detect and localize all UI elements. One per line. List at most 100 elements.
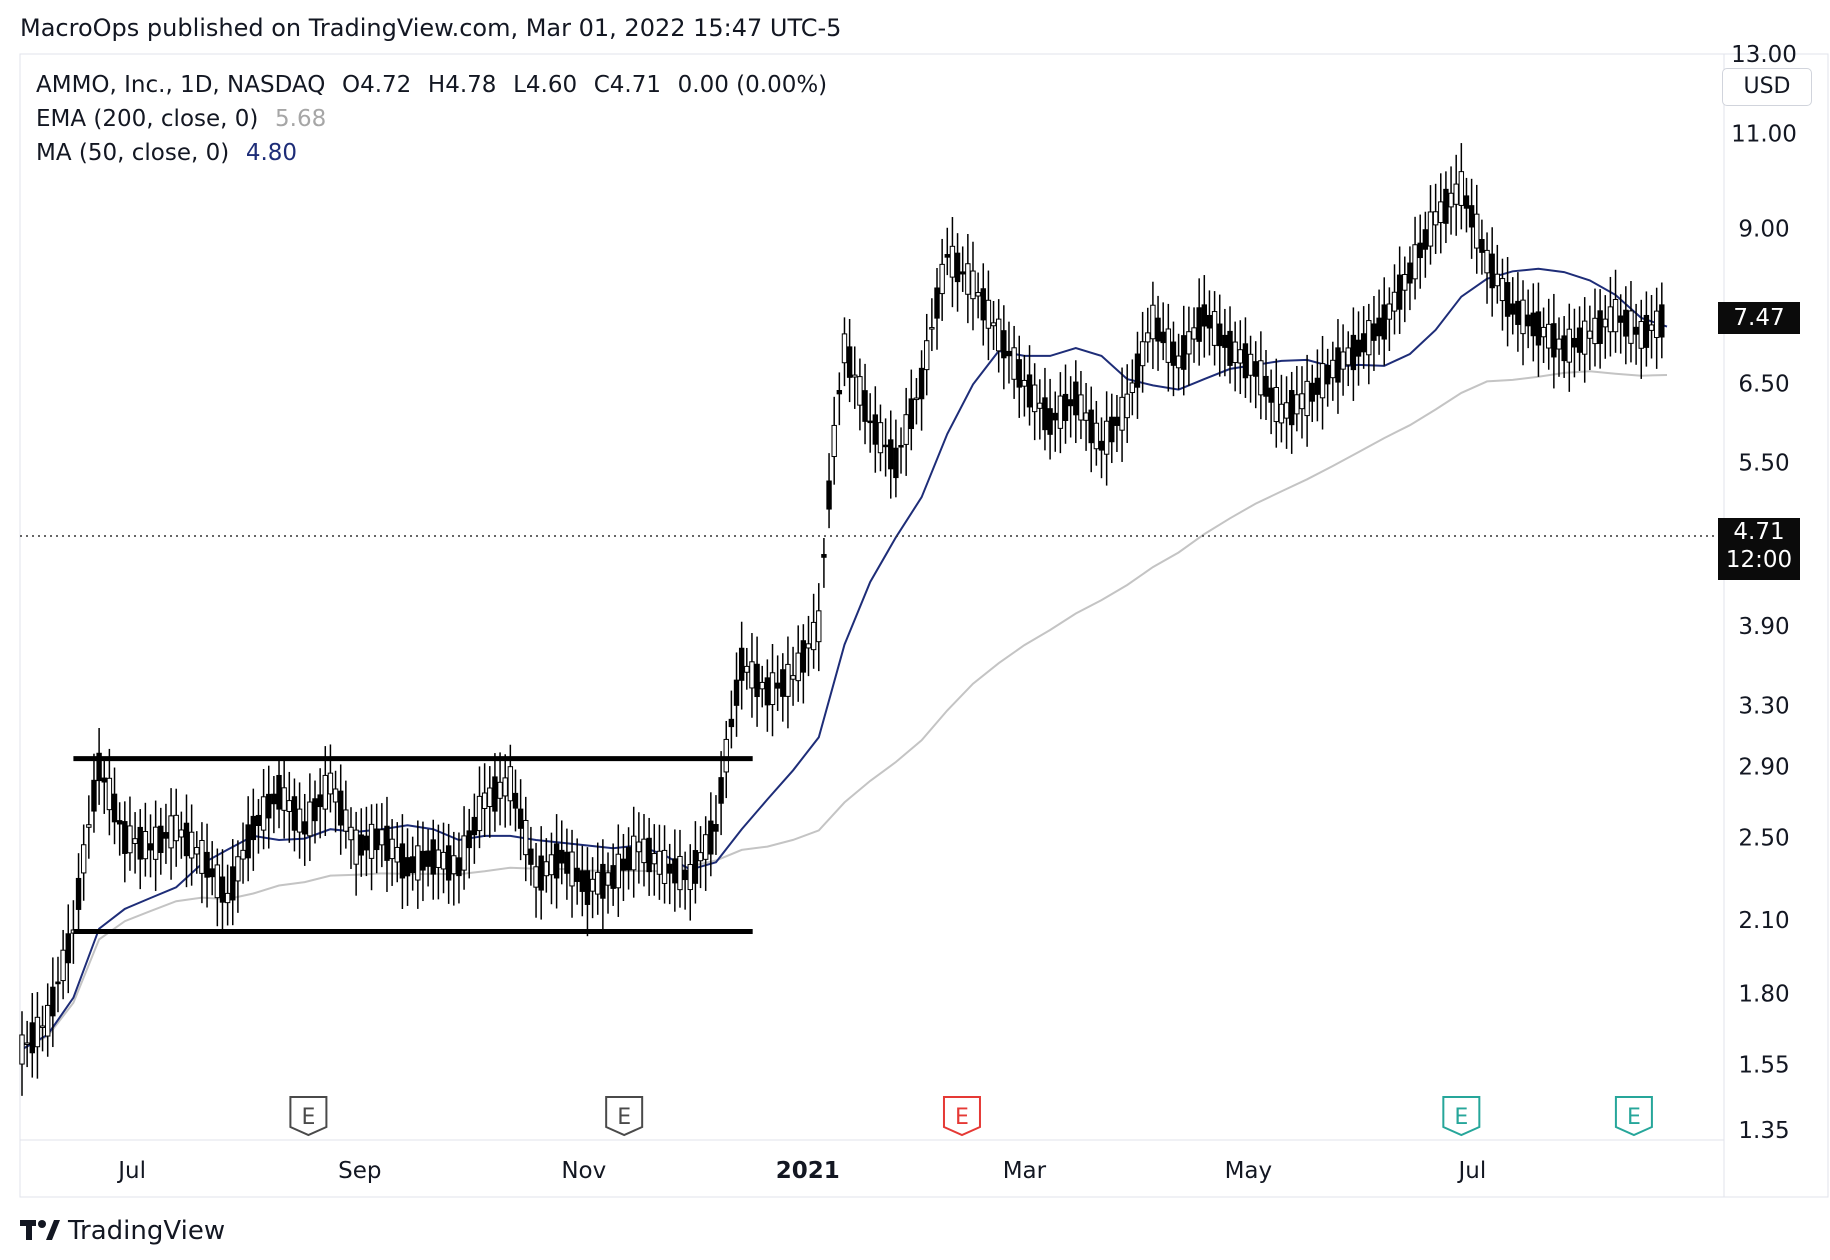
candle-body [1540,326,1547,338]
candle-body [317,794,323,808]
candle-body [1576,327,1583,353]
candle-body [584,870,591,905]
candle-body [415,845,421,881]
plot-area[interactable] [19,143,1722,1096]
earnings-marker-icon[interactable]: E [1614,1096,1653,1137]
candle-body [224,892,231,904]
candle-body [754,663,760,698]
candle-body [872,414,879,445]
earnings-badge-shape [289,1096,328,1137]
candle-body [553,843,560,879]
candle-body [1530,312,1537,337]
earnings-marker-icon[interactable]: E [1442,1096,1481,1137]
candle-body [281,787,287,811]
candle-body [1407,262,1413,284]
candle-body [1103,420,1110,455]
candle-body [1617,315,1624,323]
candle-body [780,669,786,697]
legend-close: C4.71 [593,72,661,98]
candle-body [1474,213,1480,249]
candle-body [461,835,467,871]
candle-body [399,843,406,879]
candle-body [687,864,693,891]
candle-body [749,661,755,689]
legend-symbol-row: AMMO, Inc., 1D, NASDAQ O4.72 H4.78 L4.60… [36,72,829,98]
ema200-line [21,370,1668,1051]
candle-body [291,796,298,831]
candle-body [1463,195,1470,209]
tradingview-logo-icon [20,1220,60,1240]
earnings-marker-icon[interactable]: E [289,1096,328,1137]
candle-body [1468,205,1475,228]
candle-body [245,824,251,859]
candle-body [235,856,241,882]
candle-body [302,821,308,835]
earnings-marker-icon[interactable]: E [942,1096,981,1137]
price-axis[interactable]: 13.00 11.00 9.00 6.50 5.50 3.90 3.30 2.90 2.50 2.… [1731,42,1797,1144]
candle-body [1355,339,1362,357]
candle-body [471,816,478,836]
candle-body [1031,384,1038,413]
candle-body [194,847,200,855]
candle-body [605,872,611,886]
earnings-badge-shape [605,1096,644,1137]
candle-body [980,288,986,321]
candle-body [296,808,303,833]
candle-body [1360,333,1367,353]
candle-body [1042,397,1048,431]
candle-body [1556,338,1562,350]
candle-body [75,877,82,910]
candle-body [1247,353,1254,376]
earnings-marker-icon[interactable]: E [605,1096,644,1137]
candle-body [1638,321,1644,349]
candle-body [106,777,113,811]
earnings-badge-label: E [1627,1105,1641,1130]
price-tick-label: 9.00 [1738,217,1789,243]
candle-body [199,839,205,874]
candle-body [1520,299,1526,335]
candle-body [219,876,226,903]
candle-body [1186,331,1192,355]
currency-button[interactable]: USD [1722,68,1812,106]
candle-body [127,825,133,854]
candle-body [1612,298,1619,333]
candle-body [1345,347,1351,366]
candle-body [1561,335,1567,362]
time-axis[interactable]: Jul Sep Nov 2021 Mar May Jul [116,1158,1486,1184]
ma50-line [21,267,1668,1051]
legend-change: 0.00 (0.00%) [677,72,828,98]
candle-body [183,822,190,857]
candle-body [80,844,87,874]
publish-info: MacroOps published on TradingView.com, M… [20,14,842,42]
candle-body [579,870,586,892]
candle-body [1222,334,1228,348]
candle-body [394,846,400,863]
candle-body [1659,304,1665,338]
candle-body [533,866,539,888]
legend-ema-row[interactable]: EMA (200, close, 0) 5.68 [36,106,328,132]
candle-body [1206,314,1213,329]
candle-body [595,871,601,895]
candle-body [1479,239,1485,253]
candle-body [451,855,457,875]
candle-body [481,792,488,810]
legend-open: O4.72 [341,72,412,98]
earnings-badge-label: E [301,1105,315,1130]
candle-body [466,830,472,849]
candle-body [713,824,719,832]
price-tick-label: 5.50 [1738,451,1789,477]
footer-brand[interactable]: TradingView [20,1216,225,1246]
candle-body [1139,341,1146,367]
candle-body [965,263,971,295]
candle-body [625,847,632,871]
candle-body [667,863,673,874]
candle-body [55,981,61,985]
candle-body [152,826,159,860]
legend-ma-row[interactable]: MA (50, close, 0) 4.80 [36,140,299,166]
crosshair-time: 12:00 [1725,547,1793,573]
candle-body [1571,337,1578,348]
candle-body [1628,310,1634,344]
candle-body [276,774,282,810]
candle-body [322,774,328,810]
